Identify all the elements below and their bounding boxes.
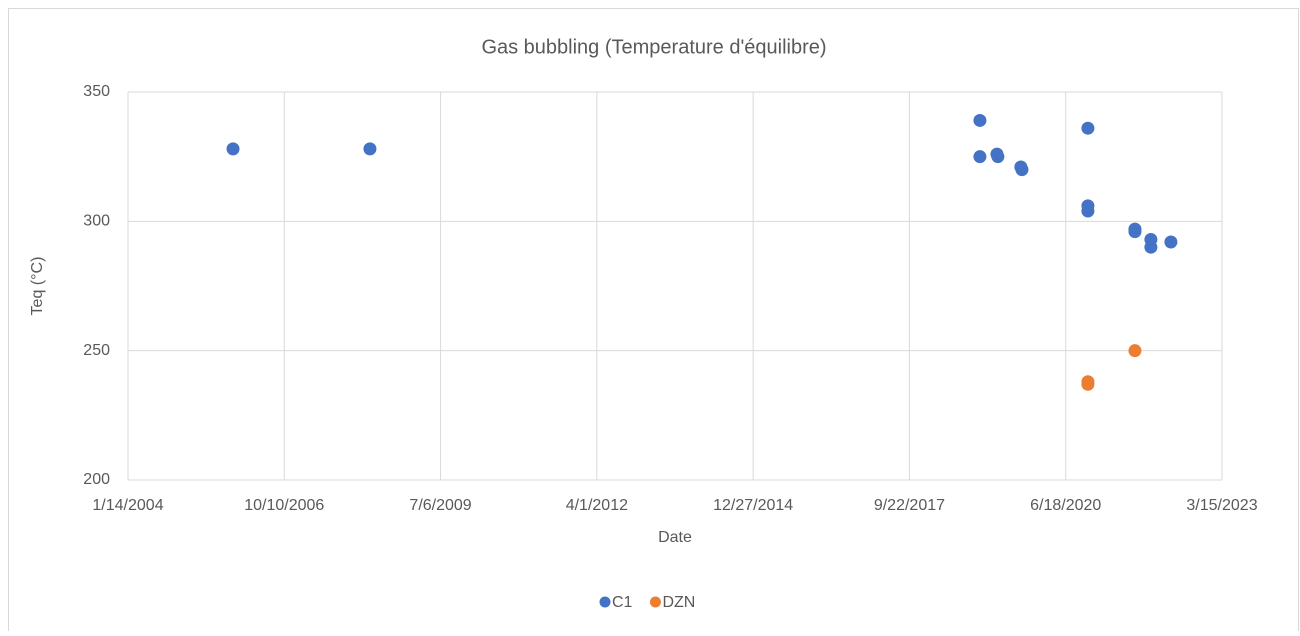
chart-frame bbox=[8, 8, 1299, 636]
y-axis-label: Teq (°C) bbox=[29, 257, 46, 316]
scatter-point bbox=[1144, 240, 1158, 254]
legend-marker bbox=[649, 596, 661, 608]
scatter-point bbox=[363, 142, 377, 156]
x-tick-label: 9/22/2017 bbox=[874, 497, 945, 514]
legend-label: C1 bbox=[612, 594, 633, 611]
scatter-point bbox=[1081, 377, 1095, 391]
scatter-point bbox=[226, 142, 240, 156]
x-tick-label: 10/10/2006 bbox=[244, 497, 324, 514]
scatter-point bbox=[1164, 235, 1178, 249]
scatter-point bbox=[1015, 163, 1029, 177]
y-tick-label: 250 bbox=[83, 342, 110, 359]
x-tick-label: 1/14/2004 bbox=[92, 497, 163, 514]
y-tick-label: 300 bbox=[83, 213, 110, 230]
x-tick-label: 7/6/2009 bbox=[409, 497, 471, 514]
scatter-point bbox=[991, 150, 1005, 164]
scatter-point bbox=[1081, 204, 1095, 218]
scatter-point bbox=[1081, 121, 1095, 135]
y-tick-label: 200 bbox=[83, 471, 110, 488]
x-tick-label: 12/27/2014 bbox=[713, 497, 793, 514]
x-tick-label: 4/1/2012 bbox=[566, 497, 628, 514]
legend-marker bbox=[599, 596, 611, 608]
chart-title: Gas bubbling (Temperature d'équilibre) bbox=[481, 36, 826, 58]
x-tick-label: 3/15/2023 bbox=[1186, 497, 1257, 514]
x-tick-label: 6/18/2020 bbox=[1030, 497, 1101, 514]
scatter-point bbox=[1128, 225, 1142, 239]
x-axis-label: Date bbox=[658, 529, 692, 546]
legend-label: DZN bbox=[662, 594, 695, 611]
scatter-point bbox=[1128, 344, 1142, 358]
y-tick-label: 350 bbox=[83, 83, 110, 100]
scatter-point bbox=[973, 113, 987, 127]
scatter-point bbox=[973, 150, 987, 164]
